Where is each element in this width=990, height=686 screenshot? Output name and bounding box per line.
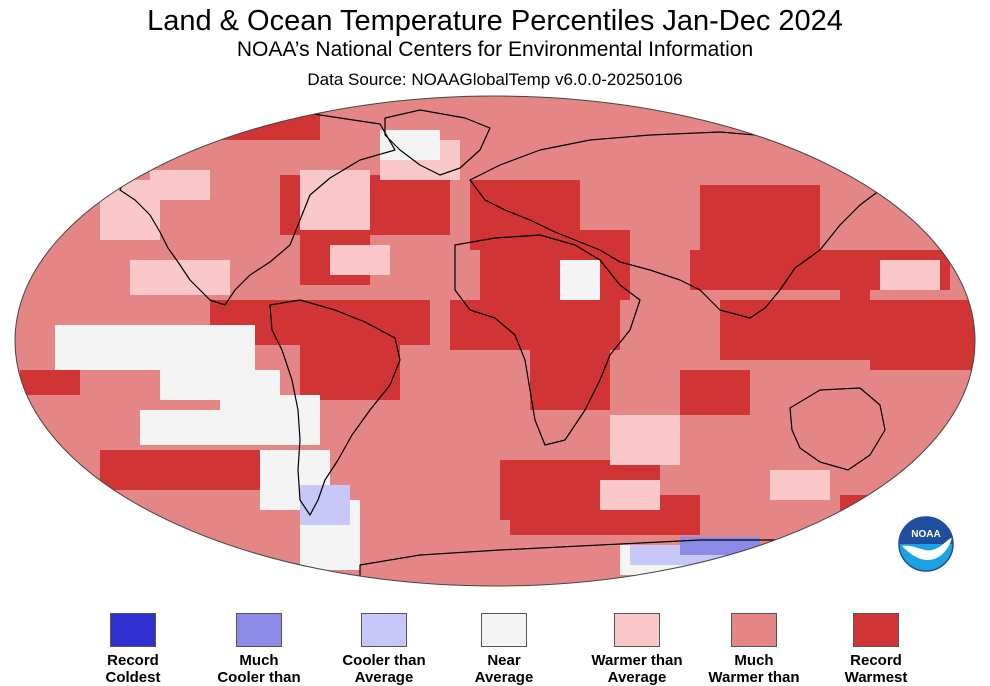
patch-record-warmest [450, 300, 620, 350]
legend-much-warmer: Much Warmer than [684, 613, 824, 686]
coast-greenland [384, 109, 491, 176]
map-title: Land & Ocean Temperature Percentiles Jan… [147, 5, 843, 37]
patch-near-average [380, 130, 440, 160]
map-body [15, 96, 975, 586]
patch-near-average [140, 410, 300, 445]
legend-near-average: Near Average [434, 613, 574, 686]
legend-record-coldest: Record Coldest [63, 613, 203, 686]
legend-record-warmest: Record Warmest [806, 613, 946, 686]
legend-much-cooler: Much Cooler than [189, 613, 329, 686]
patch-warmer [330, 245, 390, 275]
patch-record-warmest [840, 495, 900, 525]
legend-label: Cooler than Average [342, 652, 426, 686]
coast-north-america [119, 111, 396, 306]
legend-cooler: Cooler than Average [314, 613, 454, 686]
patch-cooler [300, 485, 350, 525]
coast-australia [789, 387, 886, 471]
legend-swatch [853, 613, 899, 647]
coast-eurasia [469, 131, 881, 319]
legend-swatch [481, 613, 527, 647]
patch-warmer [610, 415, 680, 465]
patch-record-warmest [100, 450, 280, 490]
patch-near-average [55, 325, 255, 370]
patch-record-warmest [680, 370, 750, 415]
legend-label: Much Warmer than [708, 652, 800, 686]
legend-swatch [361, 613, 407, 647]
coast-south-america [269, 299, 401, 516]
patch-record-warmest [870, 330, 975, 370]
coast-new-zealand [899, 469, 916, 496]
patch-record-warmest [530, 350, 610, 410]
data-source: Data Source: NOAAGlobalTemp v6.0.0-20250… [307, 70, 683, 89]
patch-near-average [560, 260, 600, 300]
legend-label: Record Coldest [105, 652, 161, 686]
legend-swatch [731, 613, 777, 647]
globe-outline [14, 95, 976, 587]
patch-record-warmest [720, 300, 860, 360]
patch-record-warmest [220, 100, 320, 140]
patch-warmer [150, 170, 210, 200]
percentile-map [14, 95, 976, 587]
noaa-logo: NOAA [898, 516, 954, 572]
legend-swatch [110, 613, 156, 647]
legend-label: Much Cooler than [217, 652, 301, 686]
patch-warmer [300, 170, 370, 230]
map-subtitle: NOAA’s National Centers for Environmenta… [236, 38, 754, 61]
patch-record-warmest [540, 225, 580, 255]
coast-africa [454, 234, 641, 446]
logo-text: NOAA [911, 529, 940, 540]
patch-record-warmest [20, 370, 80, 395]
legend-label: Record Warmest [844, 652, 908, 686]
patch-warmer [600, 480, 660, 510]
percentile-patches [20, 100, 975, 575]
patch-much-cooler [680, 537, 760, 555]
legend-swatch [614, 613, 660, 647]
patch-warmer [770, 470, 830, 500]
patch-record-warmest [840, 290, 870, 330]
legend-swatch [236, 613, 282, 647]
patch-record-warmest [300, 330, 400, 400]
patch-warmer [880, 260, 940, 290]
legend-label: Near Average [474, 652, 534, 686]
